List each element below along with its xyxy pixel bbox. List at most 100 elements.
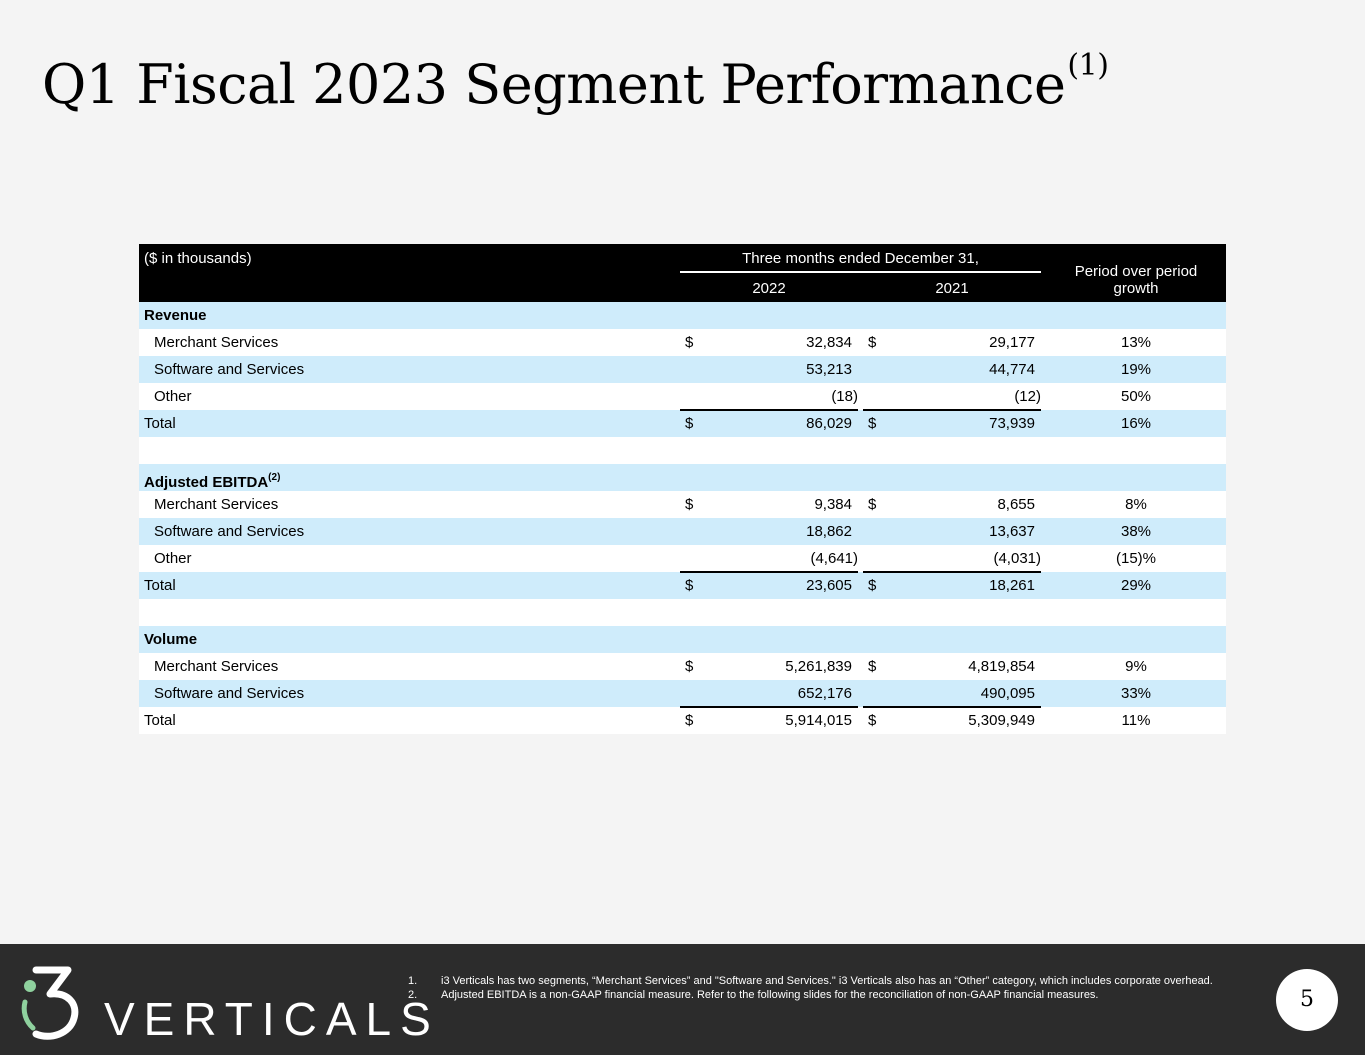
growth-header-line1: Period over period — [1074, 263, 1198, 280]
value-2022: 5,261,839 — [785, 658, 852, 675]
page-title: Q1 Fiscal 2023 Segment Performance(1) — [42, 48, 1109, 118]
page-title-text: Q1 Fiscal 2023 Segment Performance — [42, 53, 1066, 116]
footnote: 2. Adjusted EBITDA is a non-GAAP financi… — [408, 988, 1248, 1002]
footnote-marker: (2) — [268, 472, 281, 483]
spacer-row — [139, 437, 1226, 464]
growth-value: 13% — [1120, 334, 1152, 351]
value-2021: 44,774 — [989, 361, 1035, 378]
section-heading-row: Adjusted EBITDA(2) — [139, 464, 1226, 491]
year-header-2021: 2021 — [935, 280, 969, 297]
table-row: Other (4,641) (4,031) (15)% — [139, 545, 1226, 572]
currency-symbol-2021: $ — [868, 658, 877, 675]
value-2021: 18,261 — [989, 577, 1035, 594]
growth-value: 29% — [1120, 577, 1152, 594]
footnotes: 1. i3 Verticals has two segments, “Merch… — [408, 974, 1248, 1002]
row-label: Merchant Services — [154, 496, 279, 513]
value-2021: 490,095 — [980, 685, 1035, 702]
table-row: Merchant Services $9,384 $8,655 8% — [139, 491, 1226, 518]
page-number-badge: 5 — [1276, 969, 1338, 1031]
currency-symbol-2022: $ — [685, 496, 694, 513]
section-heading-row: Revenue — [139, 302, 1226, 329]
table-row: Software and Services 53,213 44,774 19% — [139, 356, 1226, 383]
company-logo: VERTICALS — [16, 962, 431, 1045]
growth-value: 50% — [1120, 388, 1152, 405]
value-2021: 13,637 — [989, 523, 1035, 540]
segment-performance-table: ($ in thousands) Three months ended Dece… — [139, 244, 1226, 734]
spacer-row — [139, 599, 1226, 626]
total-row: Total $5,914,015 $5,309,949 11% — [139, 706, 1226, 734]
total-label: Total — [144, 712, 176, 729]
table-row: Software and Services 652,176 490,095 33% — [139, 680, 1226, 707]
section-heading: Volume — [144, 626, 197, 653]
footnote-number: 1. — [408, 975, 418, 987]
value-2021: 4,819,854 — [968, 658, 1035, 675]
currency-symbol-2022: $ — [685, 577, 694, 594]
growth-value: 38% — [1120, 523, 1152, 540]
section-heading-text: Volume — [144, 631, 198, 648]
currency-symbol-2022: $ — [685, 334, 694, 351]
value-2022: (18) — [831, 388, 858, 405]
row-label: Merchant Services — [154, 334, 279, 351]
currency-symbol-2021: $ — [868, 712, 877, 729]
growth-header-line2: growth — [1113, 280, 1159, 297]
title-footnote-marker: (1) — [1067, 48, 1109, 83]
table-row: Merchant Services $32,834 $29,177 13% — [139, 329, 1226, 356]
value-2022: 652,176 — [797, 685, 852, 702]
value-2021: 29,177 — [989, 334, 1035, 351]
value-2022: 5,914,015 — [785, 712, 852, 729]
growth-value: 16% — [1120, 415, 1152, 432]
currency-symbol-2022: $ — [685, 658, 694, 675]
currency-symbol-2021: $ — [868, 496, 877, 513]
currency-symbol-2022: $ — [685, 712, 694, 729]
table-row: Other (18) (12) 50% — [139, 383, 1226, 410]
value-2022: (4,641) — [810, 550, 858, 567]
row-label: Software and Services — [154, 361, 305, 378]
footer-bar: VERTICALS 1. i3 Verticals has two segmen… — [0, 944, 1365, 1055]
section-heading-text: Revenue — [144, 307, 207, 324]
currency-symbol-2022: $ — [685, 415, 694, 432]
value-2022: 53,213 — [806, 361, 852, 378]
value-2022: 23,605 — [806, 577, 852, 594]
footnote-text: i3 Verticals has two segments, “Merchant… — [441, 975, 1213, 987]
value-2022: 18,862 — [806, 523, 852, 540]
value-2021: 8,655 — [997, 496, 1035, 513]
currency-symbol-2021: $ — [868, 415, 877, 432]
row-label: Other — [154, 550, 192, 567]
row-label: Other — [154, 388, 192, 405]
footnote-text: Adjusted EBITDA is a non-GAAP financial … — [441, 989, 1099, 1001]
row-label: Software and Services — [154, 523, 305, 540]
row-label: Merchant Services — [154, 658, 279, 675]
currency-symbol-2021: $ — [868, 334, 877, 351]
logo-wordmark: VERTICALS — [104, 993, 440, 1045]
total-row: Total $23,605 $18,261 29% — [139, 571, 1226, 599]
unit-label: ($ in thousands) — [144, 250, 252, 267]
growth-header: Period over period growth — [1049, 263, 1223, 297]
currency-symbol-2021: $ — [868, 577, 877, 594]
table-row: Merchant Services $5,261,839 $4,819,854 9% — [139, 653, 1226, 680]
total-row: Total $86,029 $73,939 16% — [139, 409, 1226, 437]
value-2021: 73,939 — [989, 415, 1035, 432]
section-heading: Revenue — [144, 302, 207, 329]
growth-value: 19% — [1120, 361, 1152, 378]
value-2022: 32,834 — [806, 334, 852, 351]
year-header-2022: 2022 — [752, 280, 786, 297]
table-header: ($ in thousands) Three months ended Dece… — [139, 244, 1226, 302]
growth-value: 33% — [1120, 685, 1152, 702]
value-2022: 9,384 — [814, 496, 852, 513]
footnote-number: 2. — [408, 989, 418, 1001]
value-2021: (12) — [1014, 388, 1041, 405]
i3-logo-icon — [21, 966, 79, 1040]
section-heading: Adjusted EBITDA(2) — [144, 464, 280, 491]
value-2021: (4,031) — [993, 550, 1041, 567]
value-2022: 86,029 — [806, 415, 852, 432]
growth-value: (15)% — [1115, 550, 1156, 567]
growth-value: 11% — [1121, 712, 1151, 729]
table-row: Software and Services 18,862 13,637 38% — [139, 518, 1226, 545]
growth-value: 9% — [1125, 658, 1147, 675]
footnote: 1. i3 Verticals has two segments, “Merch… — [408, 974, 1248, 988]
total-label: Total — [144, 577, 176, 594]
row-label: Software and Services — [154, 685, 305, 702]
value-2021: 5,309,949 — [968, 712, 1035, 729]
growth-value: 8% — [1125, 496, 1147, 513]
section-heading-row: Volume — [139, 626, 1226, 653]
